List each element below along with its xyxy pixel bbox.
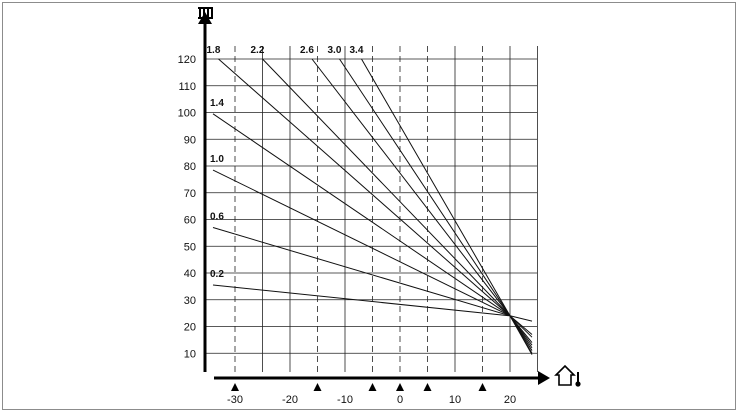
x-tick-label: -30: [227, 394, 243, 406]
y-tick-label: 30: [184, 295, 196, 307]
y-tick-label: 40: [184, 268, 196, 280]
series-label: 1.4: [210, 98, 224, 109]
x-tick-labels: -30 -20 -10 0 10 20: [227, 394, 516, 406]
series-label: 2.6: [300, 45, 314, 56]
y-tick-label: 80: [184, 161, 196, 173]
grid: [205, 46, 538, 372]
series-label: 0.2: [210, 269, 224, 280]
x-tick-label: -10: [337, 394, 353, 406]
y-tick-label: 60: [184, 215, 196, 227]
y-tick-label: 10: [184, 348, 196, 360]
x-markers: [231, 383, 487, 391]
chart-frame: [2, 2, 736, 410]
series-label: 3.4: [350, 45, 364, 56]
axes: [198, 12, 550, 385]
x-tick-label: -20: [282, 394, 298, 406]
series-line: [361, 58, 533, 355]
triangle-marker-icon: [478, 383, 487, 391]
x-axis-arrow: [538, 371, 550, 385]
y-tick-label: 90: [184, 134, 196, 146]
series-labels: 0.2 0.6 1.0 1.4 1.8 2.2 2.6 3.0 3.4: [207, 45, 364, 280]
series-label: 0.6: [210, 212, 224, 223]
y-tick-label: 70: [184, 188, 196, 200]
y-tick-label: 20: [184, 322, 196, 334]
series-label: 2.2: [251, 45, 265, 56]
series-label: 1.0: [210, 154, 224, 165]
x-tick-label: 10: [449, 394, 461, 406]
house-thermometer-icon: [554, 364, 581, 387]
triangle-marker-icon: [368, 383, 377, 391]
series-lines: [212, 58, 533, 355]
triangle-marker-icon: [231, 383, 239, 391]
x-tick-label: 20: [504, 394, 516, 406]
series-label: 3.0: [328, 45, 342, 56]
radiator-icon: [198, 7, 213, 19]
series-label: 1.8: [207, 45, 221, 56]
y-tick-label: 50: [184, 241, 196, 253]
triangle-marker-icon: [313, 383, 322, 391]
triangle-marker-icon: [423, 383, 432, 391]
y-tick-label: 100: [178, 108, 196, 120]
y-tick-labels: 10 20 30 40 50 60 70 80 90 100 110 120: [178, 54, 196, 360]
y-tick-label: 110: [178, 81, 196, 93]
triangle-marker-icon: [396, 383, 404, 391]
x-tick-label: 0: [397, 394, 403, 406]
y-tick-label: 120: [178, 54, 196, 66]
